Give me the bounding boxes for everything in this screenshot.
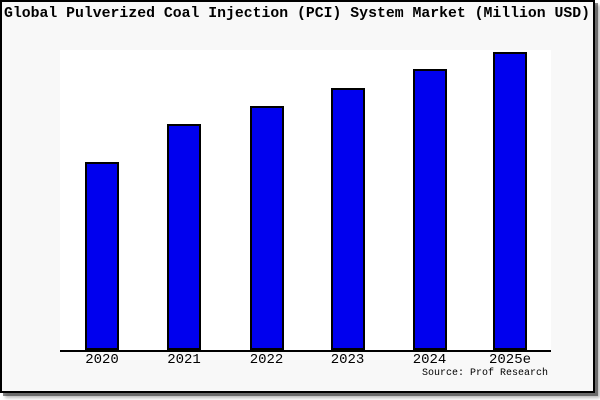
bar-2025e (493, 52, 527, 350)
x-axis-label-2023: 2023 (330, 352, 365, 368)
source-credit: Source: Prof Research (421, 368, 548, 379)
x-axis-label-2025e: 2025e (488, 352, 532, 368)
bar-2021 (167, 124, 201, 350)
plot-area (60, 50, 551, 352)
bar-2023 (330, 88, 365, 350)
x-axis-label-2020: 2020 (85, 352, 119, 368)
x-axis-label-2022: 2022 (249, 352, 284, 368)
x-axis-label-2021: 2021 (167, 352, 201, 368)
x-axis-label-2024: 2024 (412, 352, 447, 368)
bar-2020 (85, 162, 119, 350)
chart-title: Global Pulverized Coal Injection (PCI) S… (4, 6, 591, 22)
bar-2022 (249, 106, 284, 350)
bar-2024 (412, 69, 447, 350)
